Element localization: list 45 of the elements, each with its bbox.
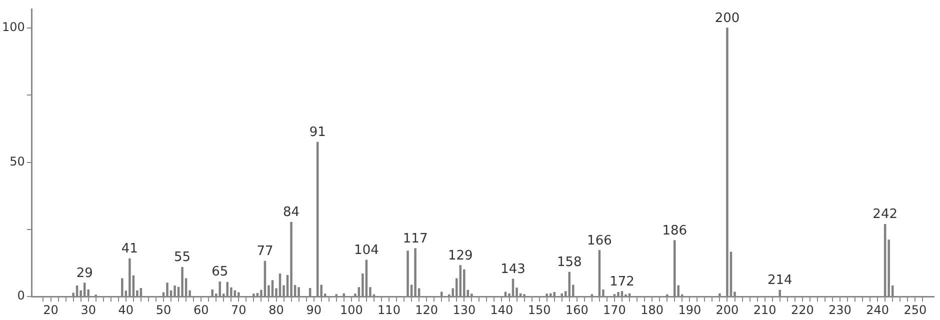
x-tick-label: 130 [452, 302, 476, 317]
x-tick-label: 190 [678, 302, 702, 317]
annotation: 186 [662, 223, 688, 238]
x-tick-label: 90 [306, 302, 322, 317]
annotation: 65 [212, 264, 228, 280]
x-tick-label: 140 [490, 302, 514, 317]
annotation: 104 [354, 242, 379, 258]
annotation: 143 [500, 262, 526, 278]
x-tick-label: 120 [415, 302, 438, 317]
annotation: 129 [448, 248, 473, 264]
annotation: 158 [556, 255, 582, 270]
y-tick-label: 0 [17, 288, 25, 303]
annotation: 41 [121, 242, 138, 257]
x-tick-label: 100 [340, 302, 363, 317]
annotation: 172 [610, 274, 634, 290]
annotation: 242 [872, 207, 898, 222]
x-tick-label: 210 [753, 302, 776, 317]
x-tick-label: 50 [156, 302, 172, 317]
annotation: 29 [76, 266, 93, 281]
annotation: 91 [309, 125, 326, 140]
annotation: 166 [587, 233, 612, 248]
annotation: 117 [402, 231, 428, 246]
x-tick-label: 200 [716, 302, 739, 317]
x-tick-label: 160 [565, 302, 588, 317]
x-tick-label: 150 [528, 302, 551, 317]
annotation: 84 [283, 205, 300, 220]
x-tick-label: 60 [193, 302, 209, 317]
annotation: 55 [174, 250, 191, 266]
x-tick-label: 110 [378, 302, 400, 317]
annotation: 77 [256, 244, 274, 260]
x-tick-label: 40 [118, 302, 134, 317]
annotation: 200 [714, 10, 740, 26]
y-tick-label: 50 [10, 154, 25, 168]
x-tick-label: 70 [231, 302, 246, 317]
x-tick-label: 230 [828, 302, 852, 317]
x-tick-label: 240 [866, 302, 890, 317]
x-tick-label: 250 [904, 302, 927, 317]
annotation: 214 [767, 273, 792, 288]
x-tick-label: 20 [43, 302, 58, 317]
y-tick-label: 100 [2, 20, 25, 34]
x-tick-label: 170 [603, 302, 626, 317]
x-tick-label: 220 [790, 302, 814, 317]
x-tick-label: 180 [640, 302, 664, 317]
x-tick-label: 30 [80, 302, 96, 317]
x-tick-label: 80 [268, 302, 284, 317]
